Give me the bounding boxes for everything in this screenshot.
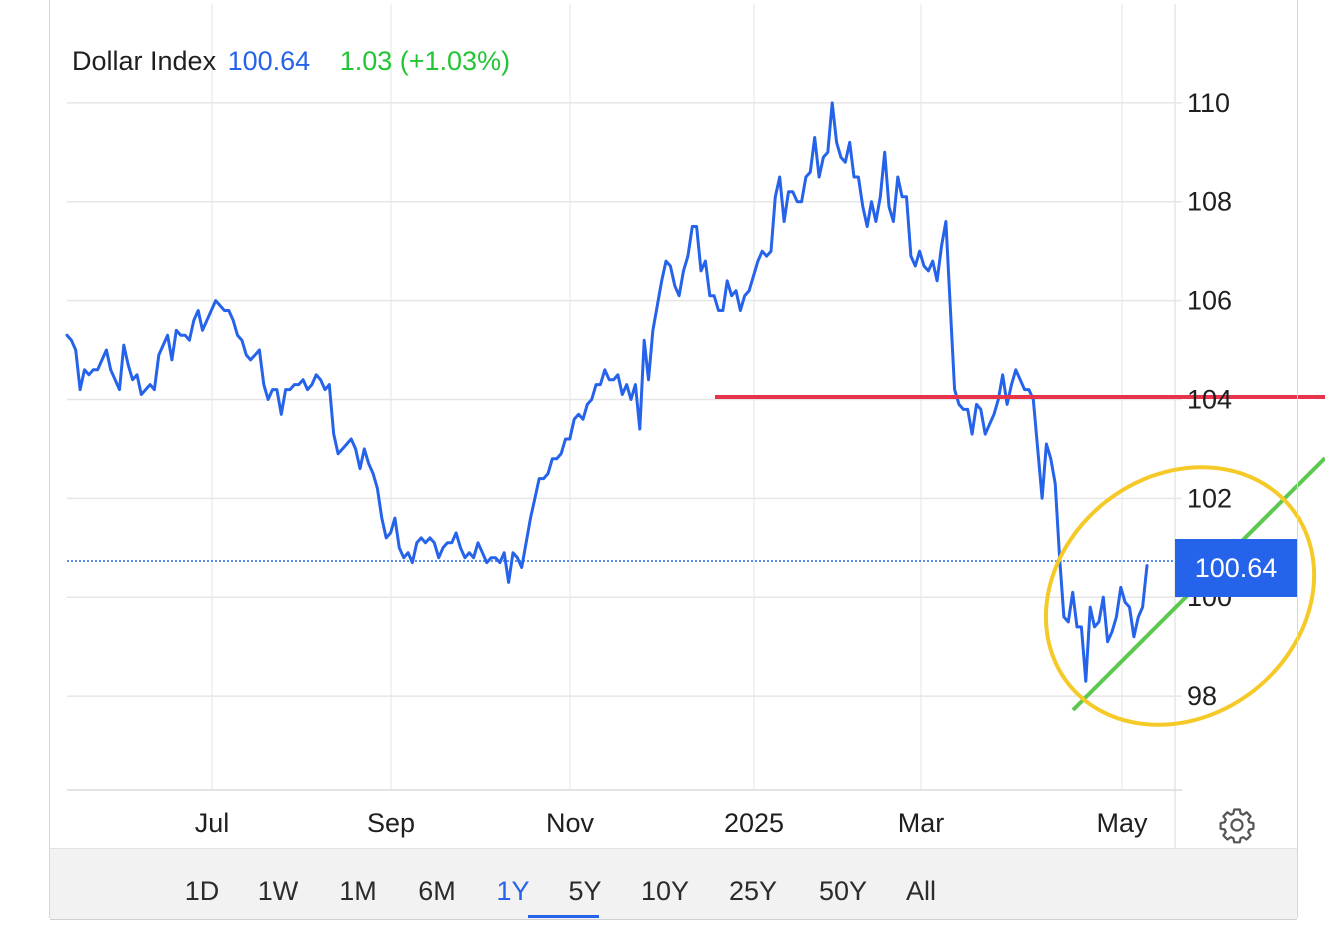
chart-legend: Dollar Index 100.64 1.03 (+1.03%) (72, 46, 510, 77)
horizontal-gridlines (67, 102, 1182, 697)
y-tick-label-5: 108 (1187, 187, 1232, 217)
gear-icon[interactable] (1218, 806, 1256, 844)
range-tab-25y[interactable]: 25Y (728, 876, 778, 906)
range-tab-6m[interactable]: 6M (418, 876, 456, 906)
y-tick-label-3: 104 (1187, 384, 1232, 414)
y-tick-label-2: 102 (1187, 483, 1232, 513)
range-tab-all[interactable]: All (905, 876, 937, 906)
y-tick-label-4: 106 (1187, 286, 1232, 316)
x-tick-label-4: Mar (898, 808, 945, 838)
range-tab-1y[interactable]: 1Y (496, 876, 530, 906)
active-range-underline (528, 915, 599, 918)
x-tick-label-1: Sep (367, 808, 415, 838)
range-tab-1w[interactable]: 1W (257, 876, 299, 906)
range-tab-5y[interactable]: 5Y (568, 876, 602, 906)
x-tick-label-3: 2025 (724, 808, 784, 838)
frame-right-border (1297, 0, 1298, 918)
x-axis-labels: Jul Sep Nov 2025 Mar May (195, 808, 1148, 838)
range-tab-1d[interactable]: 1D (184, 876, 220, 906)
frame-left-border (49, 0, 50, 918)
legend-symbol-name: Dollar Index (72, 46, 217, 76)
x-tick-label-0: Jul (195, 808, 230, 838)
time-range-selector: 1D 1W 1M 6M 1Y 5Y 10Y 25Y 50Y All (50, 848, 1297, 920)
range-tab-50y[interactable]: 50Y (818, 876, 868, 906)
x-tick-label-2: Nov (546, 808, 595, 838)
last-price-tag: 100.64 (1175, 539, 1297, 597)
highlight-ellipse-annotation (1043, 465, 1317, 727)
y-tick-label-0: 98 (1187, 681, 1217, 711)
range-tab-10y[interactable]: 10Y (640, 876, 690, 906)
range-tab-1m[interactable]: 1M (339, 876, 377, 906)
dollar-index-series-line (65, 101, 1149, 683)
legend-change-value: 1.03 (+1.03%) (339, 46, 511, 76)
y-tick-label-6: 110 (1187, 88, 1230, 118)
x-tick-label-5: May (1096, 808, 1148, 838)
vertical-gridlines (211, 4, 1176, 848)
legend-last-value: 100.64 (227, 46, 311, 76)
